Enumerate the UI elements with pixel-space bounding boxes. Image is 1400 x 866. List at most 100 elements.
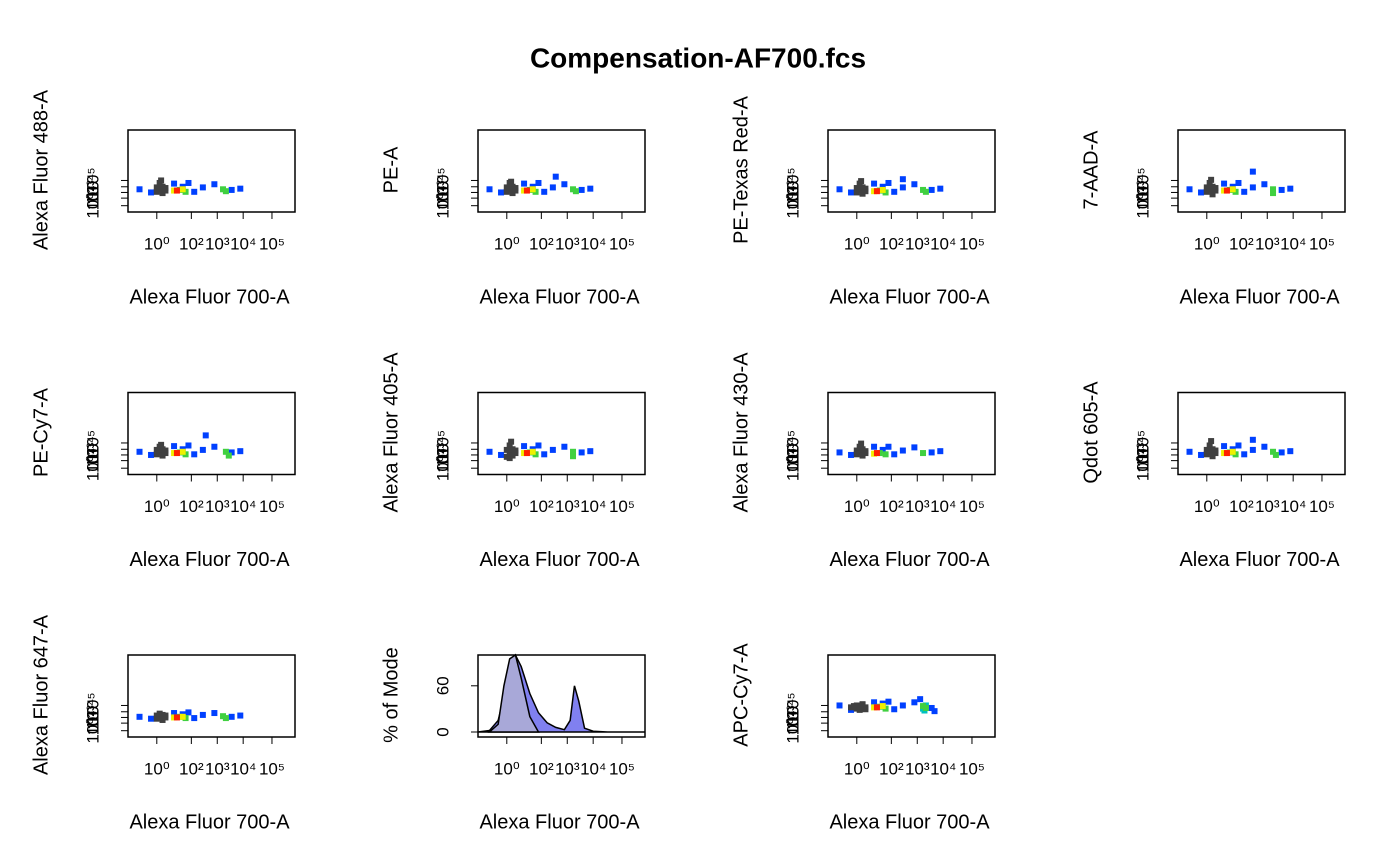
- point: [179, 186, 186, 193]
- point: [1235, 179, 1242, 186]
- point: [541, 451, 548, 458]
- point: [899, 184, 906, 191]
- x-tick-label: 10⁵: [259, 234, 285, 253]
- plot-frame: [827, 654, 996, 738]
- x-tick-label: 10³: [205, 234, 230, 253]
- y-tick-label: 10⁴: [783, 699, 802, 725]
- x-tick-label: 10⁰: [144, 234, 170, 253]
- plot-frame: [1177, 391, 1346, 476]
- x-tick-label: 10³: [205, 759, 230, 778]
- x-tick-label: 10³: [905, 759, 930, 778]
- y-tick-label: 10⁴: [1133, 174, 1152, 200]
- point: [521, 443, 528, 450]
- point: [1208, 438, 1215, 445]
- point: [836, 702, 843, 709]
- point: [521, 180, 528, 187]
- x-tick-label: 10⁵: [259, 759, 285, 778]
- point: [911, 699, 918, 706]
- point: [191, 188, 198, 195]
- point: [486, 186, 493, 193]
- point: [185, 179, 192, 186]
- x-tick-label: 10⁴: [580, 497, 606, 516]
- point: [179, 713, 186, 720]
- point: [570, 448, 577, 455]
- point: [873, 704, 880, 711]
- point: [871, 180, 878, 187]
- point: [508, 178, 515, 185]
- y-tick-label: 10³: [433, 180, 452, 205]
- y-tick-label: 10²: [83, 711, 102, 736]
- point: [237, 712, 244, 719]
- point: [503, 446, 510, 453]
- point: [159, 190, 166, 197]
- x-tick-label: 10²: [1229, 497, 1254, 516]
- point: [856, 706, 863, 713]
- point: [1261, 181, 1268, 188]
- point: [228, 186, 235, 193]
- x-tick-label: 10⁰: [494, 759, 520, 778]
- y-tick-label: 10³: [1133, 442, 1152, 467]
- y-axis-label: Alexa Fluor 430-A: [730, 352, 752, 513]
- point: [1209, 191, 1216, 198]
- point: [836, 186, 843, 193]
- point: [587, 448, 594, 455]
- y-tick-label: 10⁴: [83, 699, 102, 725]
- x-tick-label: 10⁰: [844, 234, 870, 253]
- point: [1272, 451, 1279, 458]
- point: [211, 443, 218, 450]
- point: [1249, 168, 1256, 175]
- point: [535, 179, 542, 186]
- y-tick-label: 10³: [783, 442, 802, 467]
- x-tick-label: 10²: [879, 497, 904, 516]
- x-axis-label: Alexa Fluor 700-A: [129, 286, 290, 308]
- y-tick-label: 10⁴: [783, 436, 802, 462]
- point: [523, 450, 530, 457]
- point: [859, 452, 866, 459]
- y-tick-label: 10⁴: [83, 174, 102, 200]
- y-axis-label: Alexa Fluor 647-A: [30, 614, 52, 775]
- point: [148, 189, 155, 196]
- point: [911, 181, 918, 188]
- point: [506, 455, 513, 462]
- x-tick-label: 10⁴: [1280, 234, 1306, 253]
- point: [911, 444, 918, 451]
- point: [1241, 451, 1248, 458]
- point: [1209, 453, 1216, 460]
- y-tick-label: 10⁵: [783, 692, 802, 718]
- x-tick-label: 10⁵: [959, 497, 985, 516]
- x-tick-label: 10³: [555, 234, 580, 253]
- y-tick-label: 10⁵: [433, 430, 452, 456]
- point: [529, 448, 536, 455]
- x-axis-label: Alexa Fluor 700-A: [829, 549, 990, 571]
- plot-frame: [477, 654, 646, 738]
- y-tick-label: 10⁵: [1133, 430, 1152, 456]
- point: [871, 699, 878, 706]
- y-tick-label: 10³: [83, 442, 102, 467]
- point: [1249, 184, 1256, 191]
- plot-frame: [127, 129, 296, 213]
- point: [1221, 443, 1228, 450]
- point: [853, 447, 860, 454]
- point: [136, 713, 143, 720]
- x-tick-label: 10⁴: [1280, 497, 1306, 516]
- x-tick-label: 10⁵: [1309, 497, 1335, 516]
- point: [848, 189, 855, 196]
- x-tick-label: 10⁰: [1194, 234, 1220, 253]
- point: [561, 443, 568, 450]
- point: [549, 446, 556, 453]
- point: [509, 190, 516, 197]
- x-tick-label: 10⁴: [930, 497, 956, 516]
- point: [1186, 186, 1193, 193]
- y-tick-label: 10²: [1133, 448, 1152, 473]
- point: [552, 173, 559, 180]
- point: [1203, 184, 1210, 191]
- point: [587, 185, 594, 192]
- x-tick-label: 10⁰: [1194, 497, 1220, 516]
- y-axis-label: 7-AAD-A: [1080, 130, 1102, 210]
- point: [1212, 447, 1219, 454]
- plot-frame: [827, 129, 996, 213]
- y-tick-label: 10⁰: [783, 193, 802, 219]
- point: [158, 441, 165, 448]
- x-tick-label: 10²: [529, 759, 554, 778]
- plot-frame: [477, 391, 646, 476]
